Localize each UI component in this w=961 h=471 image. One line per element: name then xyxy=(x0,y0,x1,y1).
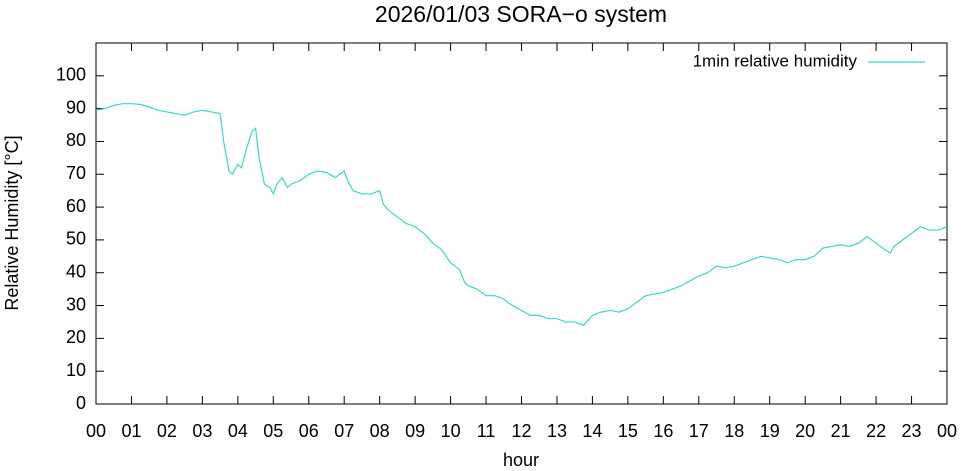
x-tick-label: 02 xyxy=(157,421,177,441)
y-axis-label: Relative Humidity [°C] xyxy=(2,135,22,310)
x-tick-label: 00 xyxy=(86,421,106,441)
x-tick-label: 20 xyxy=(795,421,815,441)
x-tick-label: 19 xyxy=(760,421,780,441)
x-tick-label: 14 xyxy=(582,421,602,441)
x-tick-label: 16 xyxy=(653,421,673,441)
x-tick-label: 05 xyxy=(263,421,283,441)
y-tick-label: 10 xyxy=(66,360,86,380)
x-tick-label: 10 xyxy=(441,421,461,441)
x-axis-label: hour xyxy=(503,450,539,470)
x-tick-label: 04 xyxy=(228,421,248,441)
x-tick-label: 09 xyxy=(405,421,425,441)
x-tick-label: 21 xyxy=(831,421,851,441)
chart-title: 2026/01/03 SORA−o system xyxy=(375,1,667,27)
x-tick-label: 15 xyxy=(618,421,638,441)
x-tick-label: 17 xyxy=(689,421,709,441)
y-tick-label: 80 xyxy=(66,130,86,150)
x-tick-label: 03 xyxy=(192,421,212,441)
y-tick-label: 100 xyxy=(56,65,86,85)
x-tick-label: 12 xyxy=(511,421,531,441)
y-tick-label: 40 xyxy=(66,261,86,281)
data-line xyxy=(95,103,948,326)
y-tick-label: 20 xyxy=(66,327,86,347)
x-tick-label: 07 xyxy=(334,421,354,441)
x-tick-label: 00 xyxy=(937,421,957,441)
x-tick-label: 06 xyxy=(299,421,319,441)
y-tick-label: 30 xyxy=(66,294,86,314)
x-tick-label: 18 xyxy=(724,421,744,441)
y-tick-label: 70 xyxy=(66,163,86,183)
x-tick-label: 23 xyxy=(902,421,922,441)
x-tick-label: 22 xyxy=(866,421,886,441)
y-tick-label: 60 xyxy=(66,196,86,216)
y-tick-label: 50 xyxy=(66,229,86,249)
x-tick-label: 01 xyxy=(121,421,141,441)
y-tick-label: 0 xyxy=(76,393,86,413)
x-tick-label: 08 xyxy=(370,421,390,441)
x-tick-label: 11 xyxy=(477,421,496,441)
y-tick-label: 90 xyxy=(66,97,86,117)
x-tick-label: 13 xyxy=(547,421,567,441)
legend-label: 1min relative humidity xyxy=(693,51,858,70)
